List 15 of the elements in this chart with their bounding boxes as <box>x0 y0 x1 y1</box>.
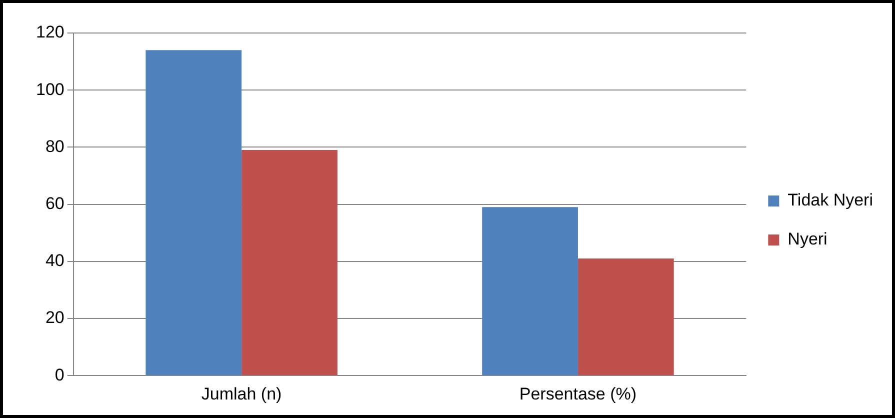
x-tick-label: Persentase (%) <box>519 384 637 404</box>
y-tick-label: 20 <box>45 308 64 328</box>
legend-label: Nyeri <box>788 230 828 249</box>
y-tick-label: 60 <box>45 194 64 213</box>
y-tick-label: 120 <box>36 22 64 42</box>
y-tick-label: 100 <box>36 80 64 99</box>
y-tick-label: 0 <box>54 365 64 384</box>
bar <box>146 50 242 376</box>
x-tick-label: Jumlah (n) <box>201 384 282 404</box>
y-tick-label: 40 <box>45 251 64 270</box>
bar <box>482 207 578 376</box>
y-tick-label: 80 <box>45 136 64 156</box>
legend-label: Tidak Nyeri <box>788 190 874 210</box>
bar <box>578 258 674 376</box>
bar <box>242 150 338 376</box>
